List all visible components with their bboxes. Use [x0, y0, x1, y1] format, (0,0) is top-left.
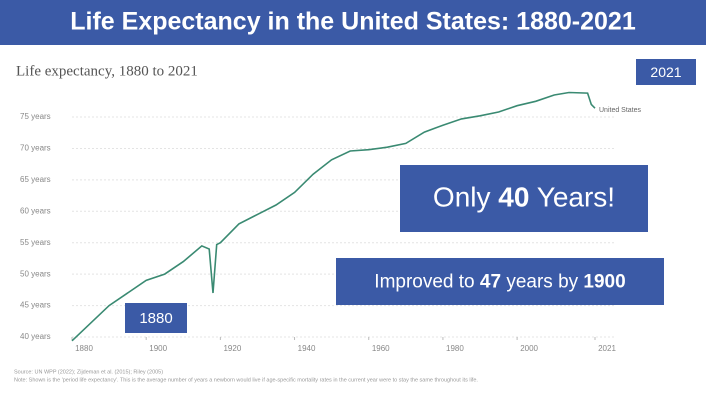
x-tick-label: 1980 — [446, 344, 464, 353]
callout-box — [636, 59, 696, 85]
x-tick-label: 1960 — [372, 344, 390, 353]
callout-part: 2021 — [650, 64, 681, 80]
title-bar — [0, 0, 706, 45]
series-label: United States — [599, 107, 642, 114]
callout-box — [336, 258, 664, 305]
y-tick-label: 40 years — [20, 332, 51, 341]
callout-part: Only — [433, 182, 498, 213]
callout-part: Years! — [529, 182, 615, 213]
callout-part: 40 — [498, 182, 529, 213]
source: Source: UN WPP (2022); Zijdeman et al. (… — [14, 369, 163, 375]
x-tick-label: 1900 — [149, 344, 167, 353]
callout-text: 2021 — [650, 64, 681, 80]
callout-box — [125, 303, 187, 333]
y-tick-label: 70 years — [20, 144, 51, 153]
callout-part: 47 — [480, 272, 501, 293]
callout-text: Improved to 47 years by 1900 — [374, 272, 625, 293]
chart-subtitle: Life expectancy, 1880 to 2021 — [16, 63, 198, 79]
y-tick-label: 50 years — [20, 269, 51, 278]
x-tick-label: 2021 — [598, 344, 616, 353]
callout-box — [400, 165, 648, 232]
note: Note: Shown is the 'period life expectan… — [14, 377, 478, 383]
series-line — [71, 91, 596, 342]
y-tick-label: 45 years — [20, 301, 51, 310]
callout-part: years by — [501, 272, 583, 293]
y-tick-label: 65 years — [20, 175, 51, 184]
x-tick-label: 2000 — [520, 344, 538, 353]
y-tick-label: 60 years — [20, 206, 51, 215]
y-tick-label: 55 years — [20, 238, 51, 247]
callout-text: 1880 — [139, 310, 172, 327]
callout-part: 1880 — [139, 310, 172, 327]
x-tick-label: 1940 — [298, 344, 316, 353]
callout-part: Improved to — [374, 272, 480, 293]
callout-text: Only 40 Years! — [433, 182, 615, 213]
x-tick-label: 1880 — [75, 344, 93, 353]
slide-title: Life Expectancy in the United States: 18… — [70, 8, 636, 36]
callout-part: 1900 — [583, 272, 625, 293]
y-tick-label: 75 years — [20, 112, 51, 121]
x-tick-label: 1920 — [223, 344, 241, 353]
